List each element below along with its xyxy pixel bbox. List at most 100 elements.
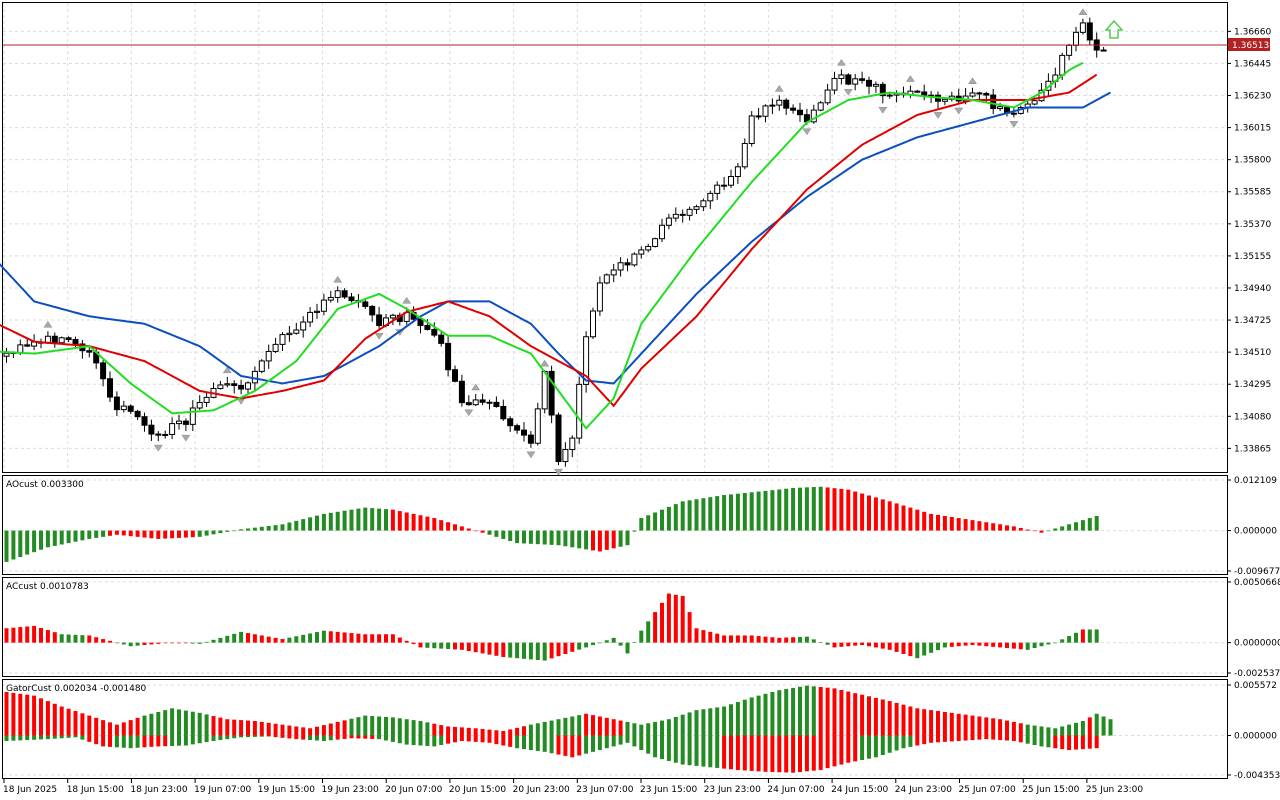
gator-bar bbox=[25, 694, 30, 736]
gator-bar bbox=[791, 687, 796, 736]
time-tick-label: 23 Jun 23:00 bbox=[704, 785, 761, 795]
ac-bar bbox=[87, 635, 92, 643]
ao-bar bbox=[756, 491, 761, 531]
gator-bar bbox=[549, 735, 554, 754]
gator-bar bbox=[59, 706, 64, 736]
candle-body bbox=[279, 334, 286, 345]
gator-bar bbox=[425, 735, 430, 746]
ao-bar bbox=[570, 530, 575, 548]
ao-tick-label: 0.012109 bbox=[1234, 476, 1277, 486]
ao-bar bbox=[873, 497, 878, 531]
ao-bar bbox=[66, 530, 71, 544]
time-tick-label: 18 Jun 23:00 bbox=[130, 785, 187, 795]
gator-bar bbox=[1005, 720, 1009, 736]
gator-tick-label: -0.004353 bbox=[1234, 771, 1280, 781]
ac-bar bbox=[970, 642, 975, 646]
current-price-label: 1.36513 bbox=[1232, 41, 1269, 51]
ao-bar bbox=[459, 526, 464, 531]
candle-body bbox=[472, 399, 479, 406]
gator-bar bbox=[825, 687, 830, 736]
gator-bar bbox=[811, 735, 816, 771]
gator-bar bbox=[784, 689, 789, 736]
ao-bar bbox=[942, 515, 947, 531]
ac-bar bbox=[729, 635, 733, 643]
gator-bar bbox=[294, 726, 299, 736]
ac-bar bbox=[597, 642, 602, 644]
ao-bar bbox=[287, 522, 292, 531]
ao-bar bbox=[604, 530, 609, 550]
ac-bar bbox=[1018, 642, 1023, 650]
candle-body bbox=[859, 78, 866, 81]
candle-body bbox=[652, 238, 659, 247]
candle-body bbox=[790, 107, 797, 111]
gator-bar bbox=[94, 735, 99, 745]
ao-bar bbox=[708, 497, 713, 531]
gator-bar bbox=[480, 735, 485, 743]
ao-bar bbox=[487, 530, 492, 535]
ao-bar bbox=[446, 522, 451, 531]
candle-body bbox=[941, 98, 948, 102]
candle-body bbox=[969, 92, 976, 97]
candle-body bbox=[486, 401, 493, 404]
price-axis: 1.36660 1.36445 1.36230 1.36015 1.35800 1.355… bbox=[1227, 27, 1271, 454]
price-panel[interactable]: 1.36660 1.36445 1.36230 1.36015 1.35800 1.355… bbox=[0, 2, 1271, 476]
gator-bar bbox=[466, 735, 471, 742]
ac-bar bbox=[556, 642, 561, 657]
candle-body bbox=[824, 89, 831, 104]
ao-bar bbox=[998, 524, 1003, 531]
gator-bar bbox=[390, 717, 395, 736]
ao-bar bbox=[922, 511, 927, 531]
gator-bar bbox=[1005, 735, 1009, 741]
ao-bar bbox=[252, 527, 257, 531]
gator-bar bbox=[770, 735, 775, 773]
ao-panel[interactable]: 0.012109 0.000000 -0.009677 AOcust 0.00330… bbox=[2, 475, 1280, 578]
ac-panel[interactable]: 0.0050668 0.0000000 -0.0025373 ACcust 0.00… bbox=[2, 577, 1280, 680]
gator-panel[interactable]: 0.005572 0.000000 -0.004353 GatorCust 0.00… bbox=[2, 679, 1280, 782]
gator-bar bbox=[349, 718, 354, 736]
gator-bar bbox=[356, 717, 361, 736]
ac-bar bbox=[839, 642, 844, 647]
ac-bar bbox=[908, 642, 913, 657]
candle-body bbox=[431, 328, 438, 336]
ac-bar bbox=[501, 642, 506, 657]
gator-bar bbox=[239, 720, 244, 736]
gator-bar bbox=[735, 735, 740, 770]
ao-tick-label: -0.009677 bbox=[1234, 567, 1280, 577]
ac-bar bbox=[687, 612, 692, 643]
gator-bar bbox=[715, 735, 720, 768]
ao-bar bbox=[411, 513, 416, 531]
ac-bar bbox=[239, 631, 244, 643]
time-tick-label: 25 Jun 15:00 bbox=[1022, 785, 1079, 795]
candle-body bbox=[196, 401, 203, 409]
candle-body bbox=[741, 142, 748, 168]
ac-bar bbox=[535, 642, 540, 660]
candle-body bbox=[479, 399, 486, 403]
ac-bar bbox=[791, 637, 796, 643]
candle-body bbox=[728, 176, 734, 186]
candle-body bbox=[638, 249, 645, 255]
candle-body bbox=[583, 336, 590, 385]
gator-bar bbox=[66, 735, 71, 738]
gator-bar bbox=[880, 699, 885, 736]
time-tick-label: 24 Jun 07:00 bbox=[767, 785, 824, 795]
ao-bar bbox=[908, 507, 913, 531]
gator-bar bbox=[542, 721, 547, 736]
gator-bar bbox=[494, 730, 499, 736]
gator-bar bbox=[52, 703, 57, 736]
gator-bar bbox=[991, 735, 996, 740]
fractal-down-icon bbox=[554, 468, 563, 476]
ao-bar bbox=[239, 529, 244, 531]
price-tick-label: 1.35585 bbox=[1234, 188, 1271, 198]
gator-bar bbox=[591, 715, 595, 736]
ao-bar bbox=[673, 504, 678, 531]
gator-bar bbox=[625, 721, 630, 736]
ao-bar bbox=[735, 493, 740, 531]
gator-bar bbox=[791, 735, 796, 773]
ao-bar bbox=[1080, 520, 1085, 531]
gator-bar bbox=[887, 701, 892, 736]
ac-bar bbox=[570, 642, 575, 652]
candle-body bbox=[238, 384, 245, 390]
ac-bar bbox=[473, 642, 478, 653]
candle-body bbox=[534, 408, 541, 444]
